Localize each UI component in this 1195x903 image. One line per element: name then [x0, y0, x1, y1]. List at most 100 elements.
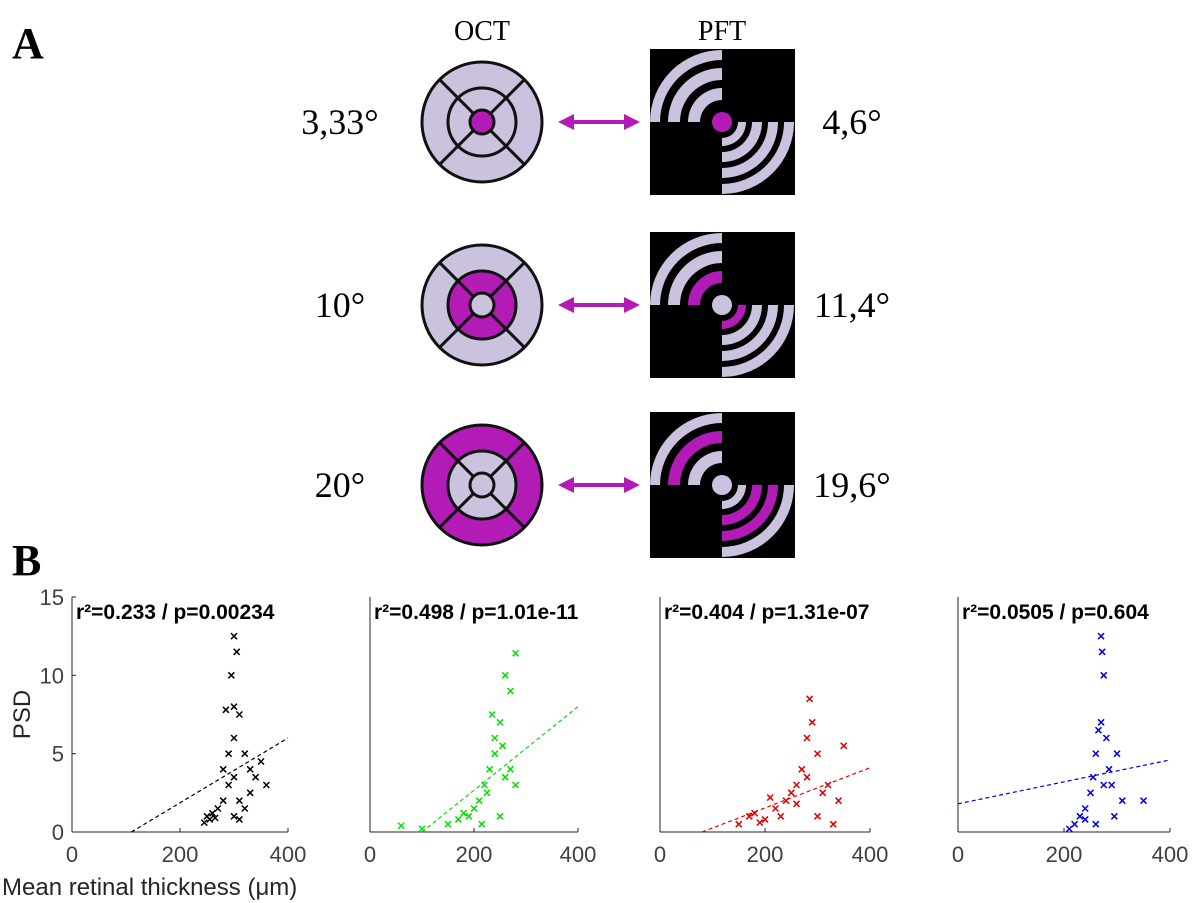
- arrow-head: [624, 297, 640, 313]
- data-point: [1086, 789, 1095, 797]
- oct-angle: 3,33°: [301, 102, 378, 142]
- data-point: [491, 734, 499, 742]
- data-point: [235, 710, 243, 719]
- oct-divider: [438, 492, 475, 529]
- data-point: [225, 781, 233, 789]
- x-tick-label: 0: [364, 842, 376, 867]
- oct-divider: [438, 261, 475, 298]
- data-point: [1105, 765, 1113, 773]
- data-point: [1118, 797, 1126, 805]
- data-point: [460, 809, 468, 817]
- data-point: [470, 804, 478, 813]
- data-point: [735, 820, 743, 828]
- pft-arc: [722, 305, 746, 329]
- data-point: [397, 822, 405, 830]
- data-point: [798, 765, 806, 773]
- y-tick-label: 10: [40, 663, 64, 688]
- pft-center: [712, 475, 732, 495]
- data-point: [756, 819, 764, 827]
- pft-arc: [722, 122, 762, 162]
- annotation: r²=0.404 / p=1.31e-07: [664, 601, 869, 624]
- arrow-head: [624, 114, 640, 130]
- data-point: [491, 750, 499, 758]
- data-point: [235, 797, 243, 805]
- x-tick-label: 0: [952, 842, 964, 867]
- panel-label: B: [12, 536, 41, 585]
- data-point: [230, 632, 238, 640]
- data-point: [496, 718, 504, 726]
- data-point: [1097, 718, 1105, 726]
- arrow-head: [558, 297, 574, 313]
- pft-arc: [650, 233, 722, 305]
- data-point: [1097, 632, 1105, 640]
- x-tick-label: 200: [747, 842, 784, 867]
- data-point: [214, 804, 222, 813]
- data-point: [1094, 726, 1102, 734]
- data-point: [745, 812, 753, 820]
- data-point: [1098, 648, 1106, 656]
- x-axis-label: Mean retinal thickness (μm): [2, 874, 297, 901]
- data-point: [803, 773, 811, 781]
- oct-divider: [489, 441, 526, 478]
- oct-divider: [489, 78, 526, 115]
- y-tick-label: 5: [52, 742, 64, 767]
- data-point: [241, 804, 249, 813]
- data-point: [488, 710, 496, 719]
- oct-center: [468, 291, 496, 319]
- data-point: [512, 781, 520, 789]
- column-header: PFT: [698, 16, 746, 47]
- data-point: [506, 687, 514, 695]
- data-point: [1108, 781, 1116, 789]
- data-point: [219, 765, 227, 773]
- data-point: [475, 797, 483, 805]
- data-point: [771, 804, 780, 813]
- data-point: [1081, 804, 1089, 813]
- annotation: r²=0.233 / p=0.00234: [76, 601, 275, 624]
- data-point: [501, 773, 509, 781]
- oct-divider: [438, 441, 475, 478]
- x-tick-label: 400: [560, 842, 597, 867]
- x-tick-label: 400: [270, 842, 307, 867]
- data-point: [211, 814, 219, 822]
- x-tick-label: 200: [162, 842, 199, 867]
- data-point: [246, 765, 254, 773]
- oct-angle: 20°: [315, 465, 365, 505]
- pft-arc: [722, 305, 778, 361]
- arrow-head: [558, 477, 574, 493]
- oct-divider: [489, 261, 526, 298]
- pft-arc: [722, 485, 778, 541]
- data-point: [813, 750, 822, 758]
- data-point: [225, 750, 233, 758]
- oct-divider: [438, 129, 475, 166]
- pft-angle: 11,4°: [814, 285, 890, 325]
- data-point: [200, 819, 208, 827]
- data-point: [1092, 750, 1100, 758]
- pft-arc: [722, 485, 762, 525]
- y-axis-label: PSD: [9, 690, 36, 739]
- data-point: [222, 706, 230, 714]
- pft-arc: [650, 50, 722, 122]
- data-point: [227, 671, 235, 679]
- arrow-head: [624, 477, 640, 493]
- data-point: [257, 757, 265, 766]
- data-point: [262, 781, 270, 789]
- oct-angle: 10°: [315, 285, 365, 325]
- pft-angle: 19,6°: [813, 465, 890, 505]
- pft-arc: [668, 431, 722, 485]
- data-point: [233, 648, 241, 656]
- data-point: [1081, 815, 1089, 823]
- data-point: [246, 789, 254, 797]
- data-point: [806, 695, 814, 703]
- pft-arc: [722, 122, 794, 194]
- pft-arc: [722, 305, 762, 345]
- pft-arc: [668, 251, 722, 305]
- data-point: [1065, 825, 1073, 833]
- data-point: [761, 815, 769, 823]
- data-point: [792, 781, 801, 789]
- oct-center: [468, 108, 496, 136]
- pft-arc: [722, 485, 794, 557]
- oct-divider: [489, 492, 526, 529]
- pft-arc: [688, 271, 722, 305]
- x-tick-label: 0: [66, 842, 78, 867]
- x-tick-label: 0: [654, 842, 666, 867]
